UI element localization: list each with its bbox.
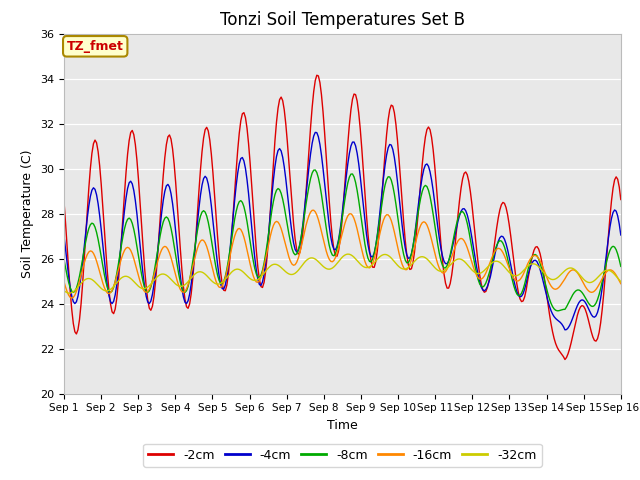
-4cm xyxy=(244,191,252,197)
-16cm xyxy=(60,279,68,285)
Text: TZ_fmet: TZ_fmet xyxy=(67,40,124,53)
-4cm xyxy=(561,327,569,333)
-16cm xyxy=(305,213,313,218)
-4cm xyxy=(589,314,596,320)
-2cm xyxy=(244,141,252,146)
-2cm xyxy=(617,197,625,203)
-32cm xyxy=(255,276,263,281)
-2cm xyxy=(129,128,136,133)
-16cm xyxy=(589,289,596,295)
-8cm xyxy=(617,264,625,269)
-32cm xyxy=(589,279,596,285)
-4cm xyxy=(312,130,319,135)
Line: -2cm: -2cm xyxy=(64,75,621,360)
-4cm xyxy=(129,181,136,187)
-2cm xyxy=(589,334,596,340)
Title: Tonzi Soil Temperatures Set B: Tonzi Soil Temperatures Set B xyxy=(220,11,465,29)
Y-axis label: Soil Temperature (C): Soil Temperature (C) xyxy=(22,149,35,278)
-8cm xyxy=(554,308,561,313)
-32cm xyxy=(305,256,313,262)
-2cm xyxy=(226,255,234,261)
-2cm xyxy=(254,264,262,270)
-16cm xyxy=(130,256,138,262)
Line: -8cm: -8cm xyxy=(64,170,621,311)
-16cm xyxy=(255,278,263,284)
Line: -4cm: -4cm xyxy=(64,132,621,330)
-8cm xyxy=(226,247,234,253)
-2cm xyxy=(561,357,569,362)
-8cm xyxy=(589,303,596,309)
Line: -32cm: -32cm xyxy=(64,254,621,293)
-16cm xyxy=(68,295,76,301)
-32cm xyxy=(60,288,68,293)
X-axis label: Time: Time xyxy=(327,419,358,432)
-8cm xyxy=(244,228,252,234)
-16cm xyxy=(246,261,254,267)
Line: -16cm: -16cm xyxy=(64,210,621,298)
-32cm xyxy=(228,269,236,275)
Legend: -2cm, -4cm, -8cm, -16cm, -32cm: -2cm, -4cm, -8cm, -16cm, -32cm xyxy=(143,444,541,467)
-4cm xyxy=(226,247,234,253)
-4cm xyxy=(60,233,68,239)
-8cm xyxy=(129,220,136,226)
-32cm xyxy=(246,276,254,281)
-16cm xyxy=(310,207,317,213)
-32cm xyxy=(617,279,625,285)
-4cm xyxy=(617,232,625,238)
-2cm xyxy=(313,72,321,78)
-8cm xyxy=(312,167,319,173)
-32cm xyxy=(65,290,72,296)
-16cm xyxy=(228,246,236,252)
-4cm xyxy=(254,276,262,282)
-4cm xyxy=(303,177,311,183)
-2cm xyxy=(60,199,68,204)
-8cm xyxy=(60,257,68,263)
-8cm xyxy=(303,192,311,198)
-16cm xyxy=(617,281,625,287)
-2cm xyxy=(303,168,311,174)
-32cm xyxy=(344,251,351,257)
-8cm xyxy=(254,274,262,280)
-32cm xyxy=(130,278,138,284)
